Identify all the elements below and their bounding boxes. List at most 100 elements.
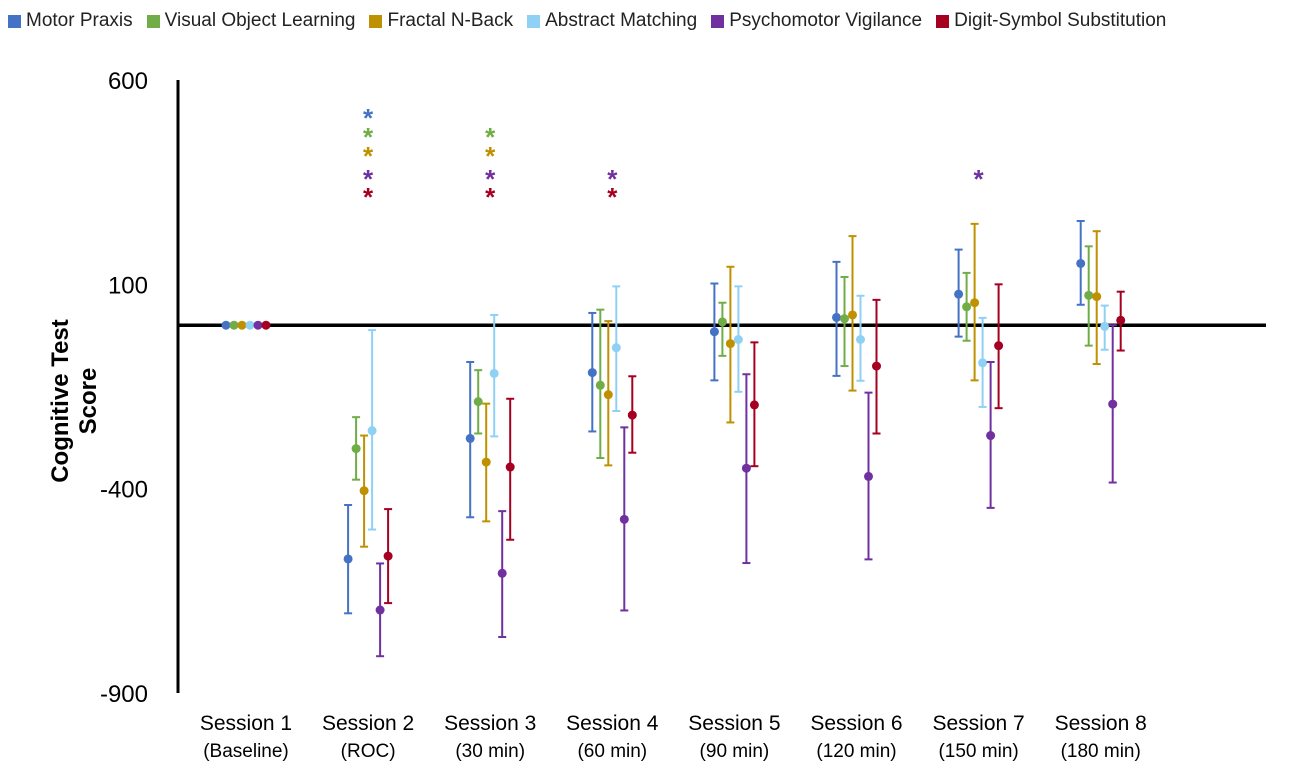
data-point (367, 426, 377, 436)
legend-label: Digit-Symbol Substitution (954, 10, 1167, 31)
data-point (351, 444, 361, 454)
significance-marker: * (485, 182, 496, 212)
significance-marker: * (363, 182, 374, 212)
x-tick-label: Session 2 (322, 712, 414, 735)
data-point (611, 343, 621, 353)
x-tick-sublabel: (Baseline) (203, 741, 289, 762)
data-point (994, 341, 1004, 351)
x-tick-sublabel: (180 min) (1061, 741, 1141, 762)
data-point (872, 361, 881, 371)
data-point (497, 568, 507, 578)
x-tick-sublabel: (60 min) (577, 741, 647, 762)
data-point (465, 433, 475, 443)
x-tick-label: Session 6 (810, 712, 902, 735)
y-tick-label: 600 (108, 68, 148, 95)
legend-label: Fractal N-Back (387, 10, 514, 31)
data-point (237, 320, 247, 330)
significance-marker: * (363, 164, 374, 194)
data-point (1084, 290, 1094, 300)
data-point (1108, 399, 1118, 409)
data-point (359, 486, 369, 496)
data-point (383, 551, 393, 561)
data-point (1100, 321, 1110, 331)
significance-marker: * (485, 141, 496, 171)
data-point (595, 380, 605, 390)
x-tick-sublabel: (90 min) (700, 741, 770, 762)
x-tick-sublabel: (30 min) (455, 741, 525, 762)
data-point (245, 320, 255, 330)
data-point (1116, 315, 1126, 325)
x-tick-label: Session 3 (444, 712, 536, 735)
data-point (709, 327, 719, 337)
legend-swatch (146, 14, 160, 28)
y-tick-label: 100 (108, 272, 148, 299)
significance-marker: * (363, 103, 374, 133)
data-point (619, 514, 629, 524)
legend-swatch (527, 14, 541, 28)
significance-marker: * (485, 122, 496, 152)
data-point (856, 335, 865, 345)
legend-label: Abstract Matching (545, 10, 698, 31)
x-tick-label: Session 7 (932, 712, 1024, 735)
data-point (261, 320, 271, 330)
significance-marker: * (363, 122, 374, 152)
legend-swatch (936, 14, 950, 28)
significance-marker: * (607, 164, 618, 194)
data-point (970, 298, 980, 308)
data-point (603, 390, 613, 400)
data-point (253, 320, 263, 330)
legend-item: Abstract Matching (527, 10, 697, 32)
legend-label: Visual Object Learning (164, 10, 356, 31)
data-point (473, 397, 483, 407)
legend-swatch (711, 14, 725, 28)
data-point (954, 289, 964, 299)
data-point (489, 368, 499, 378)
data-point (717, 317, 727, 327)
data-point (962, 302, 972, 312)
data-point (229, 320, 239, 330)
data-point (864, 471, 873, 481)
legend-label: Psychomotor Vigilance (729, 10, 923, 31)
significance-marker: * (363, 141, 374, 171)
legend-swatch (8, 14, 21, 28)
data-point (481, 457, 491, 467)
x-tick-label: Session 4 (566, 712, 659, 735)
legend-label: Motor Praxis (26, 10, 133, 31)
data-point (221, 320, 231, 330)
data-point (1076, 258, 1086, 268)
x-tick-label: Session 5 (688, 712, 780, 735)
legend-item: Psychomotor Vigilance (711, 10, 922, 32)
x-tick-sublabel: (150 min) (938, 741, 1018, 762)
legend-item: Motor Praxis (8, 10, 133, 32)
data-point (848, 310, 857, 320)
data-point (749, 400, 759, 410)
data-point (375, 605, 385, 615)
legend-item: Digit-Symbol Substitution (936, 10, 1166, 32)
data-point (343, 554, 353, 564)
x-tick-sublabel: (ROC) (341, 741, 396, 762)
data-point (505, 462, 515, 472)
data-point (733, 335, 743, 345)
legend-item: Visual Object Learning (146, 10, 356, 32)
chart-legend: Motor Praxis Visual Object Learning Fracta… (8, 10, 1298, 32)
x-tick-sublabel: (120 min) (816, 741, 896, 762)
data-point (840, 314, 849, 324)
legend-item: Fractal N-Back (369, 10, 513, 32)
y-tick-label: -900 (100, 681, 148, 708)
legend-swatch (369, 14, 383, 28)
y-tick-label: -400 (100, 477, 148, 504)
data-point (627, 410, 637, 420)
significance-marker: * (974, 164, 985, 194)
x-tick-label: Session 8 (1055, 712, 1147, 735)
data-point (832, 312, 841, 322)
significance-marker: * (485, 164, 496, 194)
x-tick-label: Session 1 (200, 712, 292, 735)
data-point (725, 339, 735, 349)
significance-marker: * (607, 182, 618, 212)
data-point (587, 368, 597, 378)
data-point (978, 358, 988, 368)
data-point (741, 463, 751, 473)
data-point (986, 431, 996, 441)
data-point (1092, 292, 1102, 302)
